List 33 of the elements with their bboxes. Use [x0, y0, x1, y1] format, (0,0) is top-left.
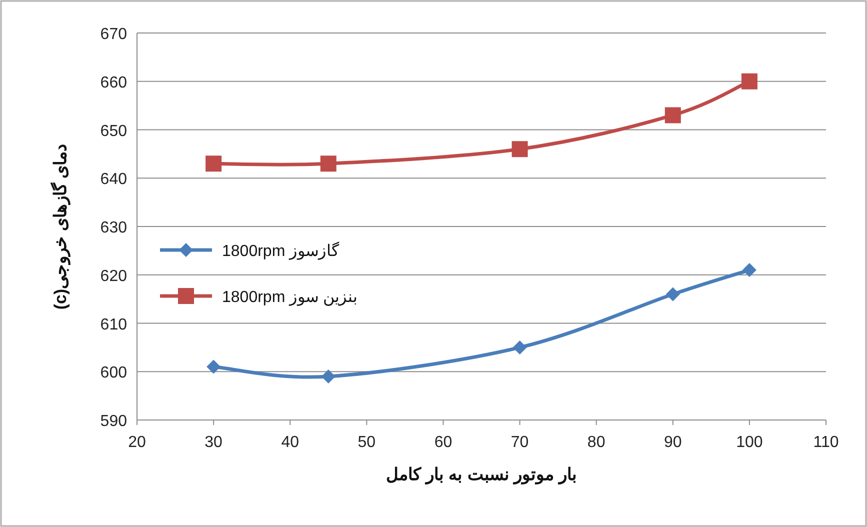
x-tick-label: 90	[664, 434, 682, 451]
x-tick-label: 30	[204, 434, 223, 451]
y-tick-label: 670	[100, 26, 128, 43]
x-tick-label: 60	[434, 434, 452, 451]
point	[664, 107, 681, 124]
y-tick-label: 630	[100, 220, 128, 236]
point	[206, 360, 221, 374]
point	[320, 156, 336, 172]
x-tick-label: 20	[128, 434, 146, 451]
x-tick-label: 70	[510, 434, 529, 451]
point	[206, 156, 222, 172]
x-tick-label: 110	[813, 434, 839, 451]
y-axis-title: دمای گازهای خروجی(c)	[50, 143, 71, 310]
y-tick-label: 600	[100, 364, 128, 382]
point	[512, 141, 528, 158]
y-tick-label: 660	[100, 74, 128, 92]
x-tick-label: 40	[281, 434, 300, 451]
point	[741, 73, 758, 90]
x-tick-label: 50	[358, 434, 376, 451]
point	[666, 287, 680, 302]
point	[321, 369, 336, 384]
point	[742, 263, 756, 278]
y-tick-label: 620	[100, 268, 128, 285]
x-axis-title: بار موتور نسبت به بار کامل	[386, 465, 577, 485]
x-tick-label: 80	[587, 434, 606, 451]
y-tick-label: 590	[100, 413, 128, 430]
point	[512, 340, 527, 354]
y-tick-label: 650	[100, 122, 128, 140]
y-tick-label: 640	[100, 171, 128, 188]
legend-label: گازسوز 1800rpm	[222, 241, 340, 260]
legend-label: بنزین سوز 1800rpm	[222, 289, 358, 306]
y-tick-label: 610	[100, 316, 128, 334]
x-tick-label: 100	[736, 434, 763, 451]
